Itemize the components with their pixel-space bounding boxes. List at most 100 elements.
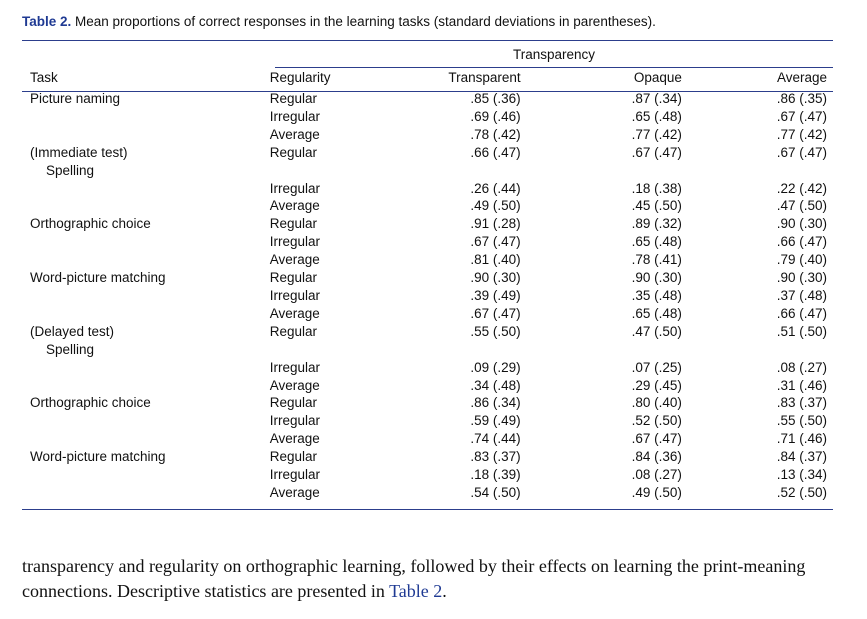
task-cell — [22, 359, 270, 377]
average-cell: .66 (.47) — [776, 305, 827, 321]
table-caption: Table 2. Mean proportions of correct res… — [22, 14, 656, 29]
table-row: Orthographic choice Regular .86 (.34) .80 (… — [22, 394, 833, 412]
task-cell — [22, 484, 270, 502]
body-text-after: . — [442, 581, 447, 601]
table-row: Average .78 (.42) .77 (.42) .77 (.42) — [22, 126, 833, 144]
regularity-cell: Irregular — [269, 234, 321, 250]
body-paragraph: transparency and regularity on orthograp… — [22, 554, 834, 604]
task-cell: (Delayed test) — [30, 323, 115, 339]
opaque-cell: .67 (.47) — [631, 431, 682, 447]
task-cell — [22, 251, 270, 269]
regularity-cell: Irregular — [269, 413, 321, 429]
regularity-cell: Average — [269, 431, 320, 447]
average-cell: .84 (.37) — [776, 449, 827, 465]
transparent-cell: .55 (.50) — [470, 323, 521, 339]
opaque-cell: .65 (.48) — [631, 234, 682, 250]
task-cell — [22, 412, 270, 430]
task-cell — [22, 233, 270, 251]
col-header-opaque: Opaque — [633, 70, 682, 85]
transparent-cell: .83 (.37) — [470, 449, 521, 465]
transparent-cell: .74 (.44) — [470, 431, 521, 447]
table-label: Table 2. — [22, 14, 72, 29]
transparent-cell: .78 (.42) — [470, 126, 521, 142]
average-cell: .71 (.46) — [776, 431, 827, 447]
opaque-cell: .65 (.48) — [631, 305, 682, 321]
opaque-cell: .07 (.25) — [631, 359, 682, 375]
average-cell: .55 (.50) — [776, 413, 827, 429]
opaque-cell: .78 (.41) — [631, 252, 682, 268]
table-row: Picture naming Regular .85 (.36) .87 (.34).… — [22, 90, 833, 108]
opaque-cell: .47 (.50) — [631, 323, 682, 339]
transparent-cell: .18 (.39) — [470, 467, 521, 483]
empty-cell — [270, 162, 394, 180]
empty-cell — [682, 341, 833, 359]
table-caption-text: Mean proportions of correct responses in… — [71, 14, 656, 29]
task-subtitle: Spelling — [46, 162, 95, 178]
table-row: Word-picture matching Regular .90 (.30) .90… — [22, 269, 833, 287]
empty-cell — [682, 162, 833, 180]
table-row: Word-picture matching Regular .83 (.37) .84… — [22, 448, 833, 466]
average-cell: .90 (.30) — [776, 216, 827, 232]
average-cell: .83 (.37) — [776, 395, 827, 411]
task-cell: Word-picture matching — [30, 449, 166, 465]
transparent-cell: .85 (.36) — [470, 91, 521, 106]
task-cell — [22, 197, 270, 215]
task-cell — [22, 466, 270, 484]
opaque-cell: .87 (.34) — [631, 91, 682, 106]
transparent-cell: .86 (.34) — [470, 395, 521, 411]
transparent-cell: .09 (.29) — [470, 359, 521, 375]
task-cell — [22, 287, 270, 305]
average-cell: .67 (.47) — [776, 108, 827, 124]
transparent-cell: .81 (.40) — [470, 252, 521, 268]
task-cell: Spelling — [22, 341, 270, 359]
task-subtitle: Spelling — [46, 341, 95, 357]
average-cell: .52 (.50) — [776, 484, 827, 500]
average-cell: .08 (.27) — [776, 359, 827, 375]
transparent-cell: .39 (.49) — [470, 287, 521, 303]
table-row: Average .34 (.48) .29 (.45) .31 (.46) — [22, 377, 833, 395]
regularity-cell: Irregular — [269, 180, 321, 196]
regularity-cell: Average — [269, 126, 320, 142]
table-row: Average .81 (.40) .78 (.41) .79 (.40) — [22, 251, 833, 269]
body-text-before: transparency and regularity on orthograp… — [22, 556, 806, 601]
average-cell: .77 (.42) — [776, 126, 827, 142]
transparent-cell: .59 (.49) — [470, 413, 521, 429]
regularity-cell: Average — [269, 252, 320, 268]
table-row: Average .54 (.50) .49 (.50) .52 (.50) — [22, 484, 833, 502]
opaque-cell: .80 (.40) — [631, 395, 682, 411]
empty-cell — [270, 341, 394, 359]
table-row: Average .74 (.44) .67 (.47) .71 (.46) — [22, 430, 833, 448]
table-row: Irregular .26 (.44) .18 (.38) .22 (.42) — [22, 180, 833, 198]
task-cell — [22, 305, 270, 323]
table-reference-link[interactable]: Table 2 — [389, 581, 443, 601]
transparent-cell: .49 (.50) — [470, 198, 521, 214]
transparent-cell: .67 (.47) — [470, 305, 521, 321]
transparent-cell: .69 (.46) — [470, 108, 521, 124]
table-row: Irregular .59 (.49) .52 (.50) .55 (.50) — [22, 412, 833, 430]
task-cell: (Immediate test) — [30, 144, 128, 160]
task-cell: Orthographic choice — [30, 216, 151, 232]
task-cell — [22, 126, 270, 144]
average-cell: .31 (.46) — [776, 377, 827, 393]
empty-cell — [394, 162, 521, 180]
regularity-cell: Irregular — [269, 467, 321, 483]
average-cell: .66 (.47) — [776, 234, 827, 250]
table-row: Orthographic choice Regular .91 (.28) .89 (… — [22, 215, 833, 233]
col-header-regularity: Regularity — [269, 70, 331, 85]
col-header-average: Average — [776, 70, 827, 85]
empty-cell — [394, 341, 521, 359]
opaque-cell: .35 (.48) — [631, 287, 682, 303]
table-row: Irregular .09 (.29) .07 (.25) .08 (.27) — [22, 359, 833, 377]
task-cell: Spelling — [22, 162, 270, 180]
table-row-continuation: Spelling — [22, 162, 833, 180]
col-header-transparent: Transparent — [448, 70, 521, 85]
opaque-cell: .08 (.27) — [631, 467, 682, 483]
regularity-cell: Irregular — [269, 108, 321, 124]
opaque-cell: .49 (.50) — [631, 484, 682, 500]
regularity-cell: Regular — [269, 216, 318, 232]
table-row: Average .67 (.47) .65 (.48) .66 (.47) — [22, 305, 833, 323]
opaque-cell: .67 (.47) — [631, 144, 682, 160]
regularity-cell: Average — [269, 484, 320, 500]
transparent-cell: .91 (.28) — [470, 216, 521, 232]
task-cell — [22, 377, 270, 395]
